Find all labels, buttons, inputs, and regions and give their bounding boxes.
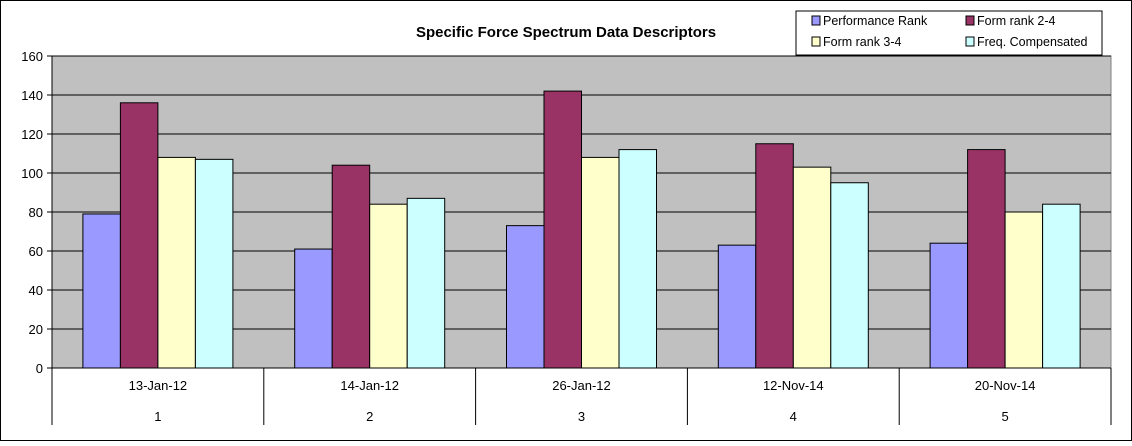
y-tick-label: 100 [21,166,43,181]
x-tick-label: 12-Nov-14 [763,378,824,393]
bar-form-rank-2-4-3 [543,90,582,369]
legend-label: Form rank 2-4 [977,14,1056,28]
bar-performance-rank-2 [294,248,333,369]
legend-label: Form rank 3-4 [823,35,902,49]
y-axis-tick-labels: 0 20 40 60 80 100 120 140 160 [21,49,43,376]
x-tick-number-label: 1 [154,409,161,424]
legend-swatch [811,36,821,47]
legend-swatch [965,36,975,47]
x-tick-label: 26-Jan-12 [552,378,611,393]
y-tick-label: 40 [29,283,43,298]
legend-label: Performance Rank [823,14,928,28]
legend-box [795,10,1103,56]
x-tick-number-label: 3 [578,409,585,424]
y-tick-label: 140 [21,88,43,103]
bar-performance-rank-5 [929,242,969,369]
bar-performance-rank-3 [506,225,545,369]
y-tick-label: 60 [29,244,43,259]
bar-form-rank-3-4-3 [581,156,620,369]
bar-form-rank-3-4-5 [1004,211,1044,369]
bar-form-rank-2-4-1 [119,102,159,369]
y-tick-label: 0 [36,361,43,376]
bar-freq-compensated-1 [194,158,234,369]
legend-swatch [965,15,975,26]
bar-freq-compensated-2 [406,197,446,369]
bars [82,90,1081,369]
y-tick-label: 80 [29,205,43,220]
y-tick-label: 120 [21,127,43,142]
legend: Performance Rank Form rank 2-4 Form rank 3… [795,10,1103,56]
x-tick-number-label: 2 [366,409,373,424]
x-tick-number-label: 5 [1001,409,1008,424]
x-tick-number-label: 4 [790,409,797,424]
bar-freq-compensated-5 [1042,203,1081,369]
chart-title: Specific Force Spectrum Data Descriptors [416,24,716,41]
legend-label: Freq. Compensated [977,35,1088,49]
bar-form-rank-2-4-4 [755,143,794,369]
x-tick-label: 14-Jan-12 [340,378,399,393]
bar-performance-rank-4 [717,244,757,369]
bar-form-rank-3-4-1 [157,156,196,369]
x-tick-label: 13-Jan-12 [129,378,188,393]
bar-form-rank-3-4-4 [792,166,832,369]
bar-form-rank-2-4-2 [331,164,371,369]
bar-freq-compensated-3 [618,149,657,369]
bar-performance-rank-1 [82,213,121,369]
bar-form-rank-2-4-5 [967,149,1006,369]
legend-swatch [811,15,821,26]
x-axis: 13-Jan-12 1 14-Jan-12 2 26-Jan-12 3 12-Nov-14 4… [51,367,1112,425]
bar-form-rank-3-4-2 [369,203,408,369]
y-tick-label: 20 [29,322,43,337]
x-tick-label: 20-Nov-14 [975,378,1036,393]
bar-freq-compensated-4 [830,182,869,369]
y-tick-label: 160 [21,49,43,64]
